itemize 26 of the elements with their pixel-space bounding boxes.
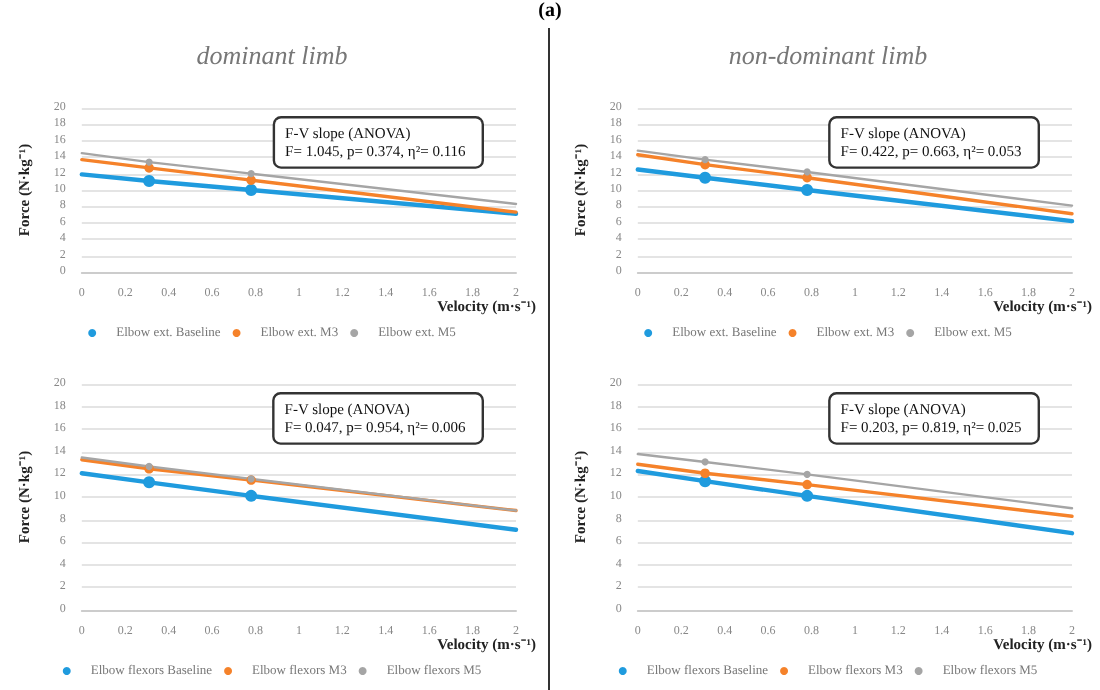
point (700, 468, 710, 479)
point (803, 470, 811, 478)
point (802, 479, 812, 490)
point (801, 489, 814, 502)
point (803, 168, 811, 176)
point (143, 476, 156, 489)
line-series (79, 172, 519, 216)
point (801, 184, 814, 196)
point (145, 158, 153, 166)
point (701, 156, 709, 164)
point (699, 171, 712, 184)
point (247, 170, 255, 178)
point (701, 458, 709, 466)
line-series (635, 468, 1075, 536)
line-series (636, 149, 1074, 207)
text: (a) (536, 0, 564, 22)
line-series (635, 167, 1075, 224)
point (143, 174, 156, 187)
line-series (79, 471, 519, 532)
line-series (636, 462, 1074, 518)
chart-title: non-dominant limb (728, 40, 929, 70)
chart-title: dominant limb (196, 40, 349, 70)
point (245, 489, 258, 502)
line-series (80, 157, 518, 214)
point (245, 184, 258, 196)
line-series (636, 452, 1074, 510)
